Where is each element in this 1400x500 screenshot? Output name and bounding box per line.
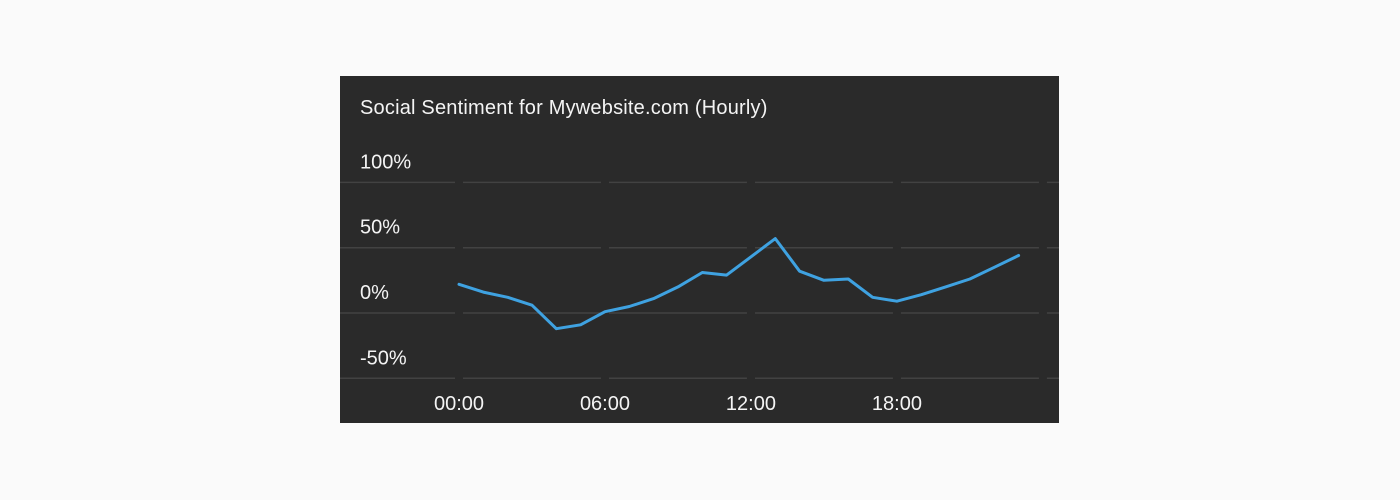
x-axis-label: 12:00 [726,393,776,415]
x-axis-label: 06:00 [580,393,630,415]
y-axis-label: -50% [360,347,407,369]
y-axis-label: 0% [360,282,389,304]
sentiment-line-chart: 100% 50% 0% -50% 00:00 06:00 12:00 18:00 [340,151,1059,415]
chart-title: Social Sentiment for Mywebsite.com (Hour… [360,97,768,119]
sentiment-line [457,237,1021,331]
y-axis-label: 50% [360,217,400,239]
x-axis-label: 18:00 [872,393,922,415]
x-axis-label: 00:00 [434,393,484,415]
y-axis-label: 100% [360,151,411,173]
chart-card: 100% 50% 0% -50% 00:00 06:00 12:00 18:00 Social… [340,76,1059,423]
